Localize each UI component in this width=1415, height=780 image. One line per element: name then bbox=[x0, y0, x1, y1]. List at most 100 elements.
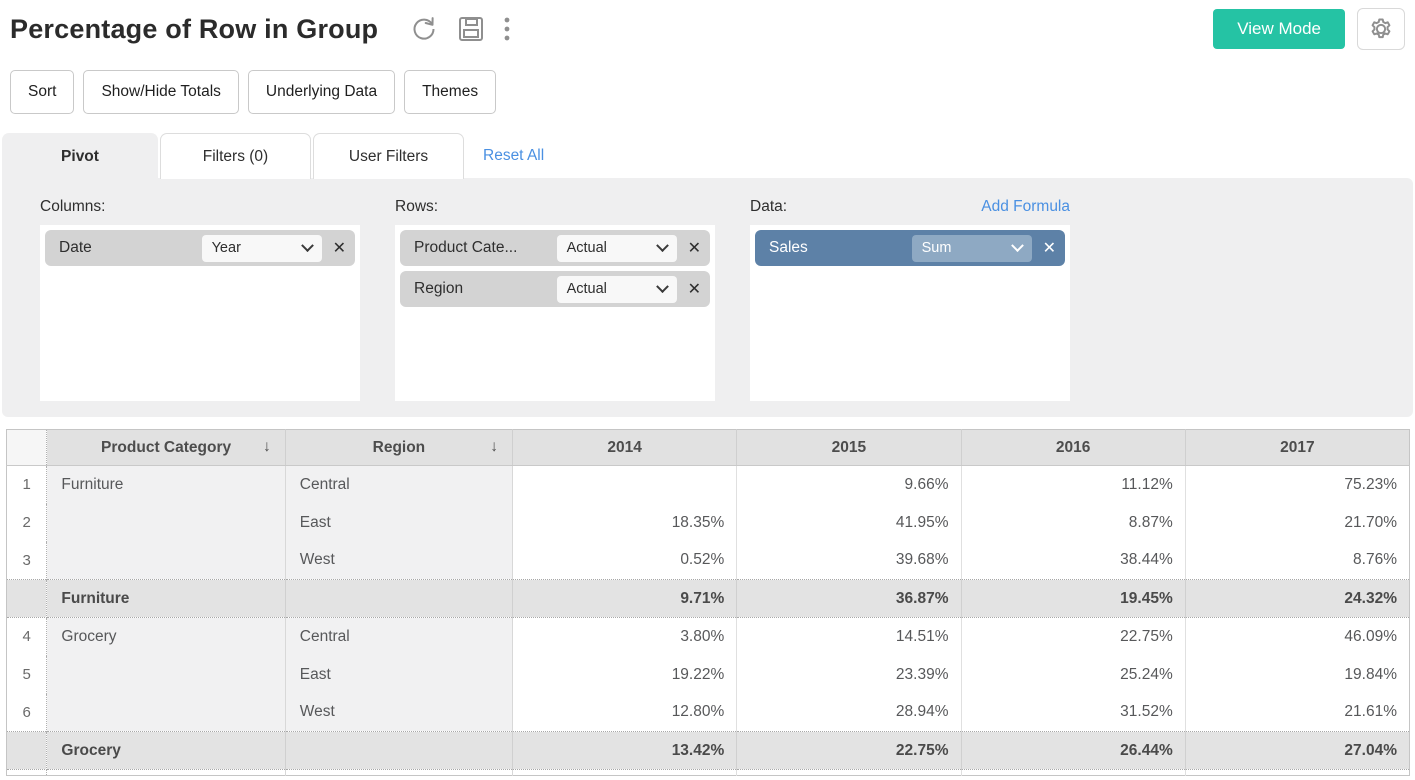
table-row: 1 Furniture Central 9.66% 11.12% 75.23% bbox=[6, 465, 1410, 504]
cell-region bbox=[285, 731, 514, 770]
field-aggregation-select[interactable]: Actual bbox=[556, 275, 677, 303]
add-formula-link[interactable]: Add Formula bbox=[981, 198, 1070, 215]
cell-value: 22.75% bbox=[736, 731, 962, 770]
tab-filters[interactable]: Filters (0) bbox=[160, 133, 311, 179]
chevron-down-icon bbox=[655, 238, 669, 252]
chevron-down-icon bbox=[655, 279, 669, 293]
header-bar: Percentage of Row in Group bbox=[0, 0, 1415, 58]
cell-value: 8.87% bbox=[961, 503, 1186, 542]
cell-value: 23.39% bbox=[736, 655, 962, 694]
remove-field-icon[interactable]: ✕ bbox=[687, 281, 701, 298]
cell-value: 21.61% bbox=[1185, 693, 1410, 732]
column-header-label: 2014 bbox=[607, 438, 642, 456]
cell-value: 3.80% bbox=[512, 617, 738, 656]
column-header-2014[interactable]: 2014 bbox=[512, 429, 738, 466]
chevron-down-icon bbox=[300, 238, 314, 252]
row-number bbox=[6, 731, 48, 770]
cell-product-category: Furniture bbox=[46, 465, 286, 504]
kebab-menu-icon[interactable] bbox=[504, 16, 510, 42]
table-total-row: Grocery 13.42% 22.75% 26.44% 27.04% bbox=[6, 731, 1410, 770]
sort-arrow-icon[interactable]: ↓ bbox=[263, 438, 271, 455]
row-number: 3 bbox=[6, 541, 48, 580]
field-pill-label: Region bbox=[414, 280, 464, 297]
settings-button[interactable] bbox=[1357, 8, 1405, 50]
cell-region: East bbox=[285, 655, 514, 694]
column-header-product-category[interactable]: Product Category ↓ bbox=[46, 429, 286, 466]
row-number: 6 bbox=[6, 693, 48, 732]
table-row-clipped bbox=[6, 769, 1410, 776]
field-aggregation-value: Sum bbox=[921, 240, 952, 256]
field-aggregation-select[interactable]: Actual bbox=[556, 234, 677, 262]
column-header-label: 2015 bbox=[831, 438, 867, 456]
table-row: 3 West 0.52% 39.68% 38.44% 8.76% bbox=[6, 541, 1410, 580]
toolbar: Sort Show/Hide Totals Underlying Data Theme… bbox=[0, 58, 1415, 114]
rows-drop-zone[interactable]: Product Cate... Actual ✕ Region Actual ✕ bbox=[395, 225, 715, 401]
cell-value: 19.45% bbox=[961, 579, 1186, 618]
table-row: 4 Grocery Central 3.80% 14.51% 22.75% 46.09% bbox=[6, 617, 1410, 656]
column-header-region[interactable]: Region ↓ bbox=[285, 429, 514, 466]
toolbar-button-themes[interactable]: Themes bbox=[404, 70, 497, 114]
cell-value: 14.51% bbox=[736, 617, 962, 656]
page-title: Percentage of Row in Group bbox=[10, 13, 379, 44]
remove-field-icon[interactable]: ✕ bbox=[687, 240, 701, 257]
cell-region: Central bbox=[285, 465, 514, 504]
cell-region: West bbox=[285, 541, 514, 580]
cell-region: Central bbox=[285, 617, 514, 656]
view-mode-button[interactable]: View Mode bbox=[1213, 9, 1345, 49]
cell-product-category bbox=[46, 693, 286, 732]
cell-value: 19.84% bbox=[1185, 655, 1410, 694]
data-label: Data: bbox=[750, 198, 788, 215]
tab-user-filters[interactable]: User Filters bbox=[313, 133, 464, 179]
toolbar-button-underlying-data[interactable]: Underlying Data bbox=[247, 70, 396, 114]
cell-value: 11.12% bbox=[961, 465, 1186, 504]
cell-region bbox=[285, 579, 514, 618]
column-header-label: Product Category bbox=[101, 438, 232, 456]
cell-product-category bbox=[46, 503, 286, 542]
tab-pivot[interactable]: Pivot bbox=[2, 133, 158, 179]
column-header-2015[interactable]: 2015 bbox=[736, 429, 962, 466]
cell-value: 31.52% bbox=[961, 693, 1186, 732]
save-icon[interactable] bbox=[458, 16, 484, 42]
cell-product-category bbox=[46, 655, 286, 694]
row-number-header bbox=[6, 429, 48, 466]
chevron-down-icon bbox=[1010, 238, 1024, 252]
cell-region: West bbox=[285, 693, 514, 732]
table-row: 2 East 18.35% 41.95% 8.87% 21.70% bbox=[6, 503, 1410, 542]
row-number: 5 bbox=[6, 655, 48, 694]
data-drop-zone[interactable]: Sales Sum ✕ bbox=[750, 225, 1070, 401]
toolbar-button-sort[interactable]: Sort bbox=[10, 70, 75, 114]
field-pill[interactable]: Sales Sum ✕ bbox=[755, 230, 1065, 266]
field-pill[interactable]: Region Actual ✕ bbox=[400, 271, 710, 307]
refresh-icon[interactable] bbox=[410, 15, 438, 43]
field-aggregation-value: Actual bbox=[566, 281, 607, 297]
field-pill[interactable]: Product Cate... Actual ✕ bbox=[400, 230, 710, 266]
column-header-label: Region bbox=[372, 438, 426, 456]
sort-arrow-icon[interactable]: ↓ bbox=[490, 438, 499, 455]
column-header-2016[interactable]: 2016 bbox=[961, 429, 1186, 466]
column-header-2017[interactable]: 2017 bbox=[1185, 429, 1410, 466]
pivot-table: Product Category ↓ Region ↓ 2014 2015 2016 2017… bbox=[6, 429, 1410, 776]
remove-field-icon[interactable]: ✕ bbox=[332, 240, 346, 257]
cell-value: 9.71% bbox=[512, 579, 738, 618]
cell-value: 21.70% bbox=[1185, 503, 1410, 542]
rows-section: Rows: Product Cate... Actual ✕ Region Actual… bbox=[395, 198, 715, 417]
columns-drop-zone[interactable]: Date Year ✕ bbox=[40, 225, 360, 401]
field-aggregation-select[interactable]: Year bbox=[201, 234, 322, 262]
cell-value: 75.23% bbox=[1185, 465, 1410, 504]
field-aggregation-select[interactable]: Sum bbox=[911, 234, 1032, 262]
columns-label: Columns: bbox=[40, 198, 106, 215]
toolbar-button-show-hide-totals[interactable]: Show/Hide Totals bbox=[83, 70, 239, 114]
table-row: 5 East 19.22% 23.39% 25.24% 19.84% bbox=[6, 655, 1410, 694]
reset-all-link[interactable]: Reset All bbox=[483, 147, 545, 164]
row-number bbox=[6, 579, 48, 618]
rows-label: Rows: bbox=[395, 198, 439, 215]
cell-product-category: Grocery bbox=[46, 731, 286, 770]
cell-product-category: Furniture bbox=[46, 579, 286, 618]
cell-value: 46.09% bbox=[1185, 617, 1410, 656]
remove-field-icon[interactable]: ✕ bbox=[1042, 240, 1056, 257]
cell-value: 8.76% bbox=[1185, 541, 1410, 580]
field-pill[interactable]: Date Year ✕ bbox=[45, 230, 355, 266]
header-icons bbox=[410, 15, 510, 43]
cell-value: 36.87% bbox=[736, 579, 962, 618]
